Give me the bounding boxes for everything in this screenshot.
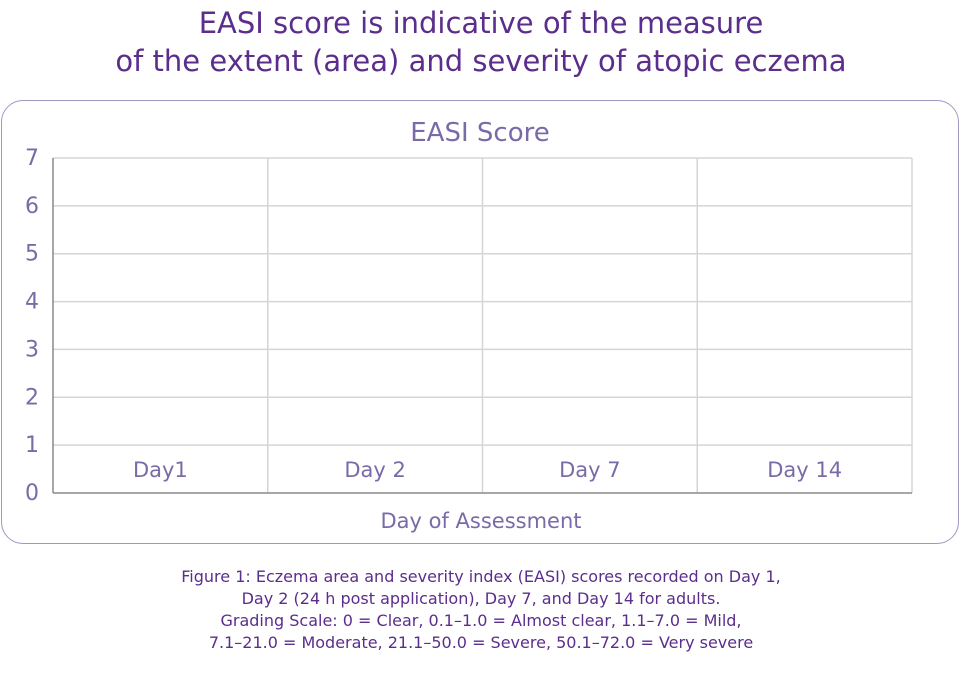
caption-line-4: 7.1–21.0 = Moderate, 21.1–50.0 = Severe,…	[208, 633, 754, 652]
x-tick-label: Day 2	[344, 458, 406, 482]
caption-line-1: Figure 1: Eczema area and severity index…	[181, 567, 781, 586]
x-tick-label: Day1	[133, 458, 188, 482]
y-tick-label: 3	[25, 337, 39, 362]
x-tick-label: Day 7	[559, 458, 621, 482]
grid-lines	[53, 157, 913, 493]
caption-line-2: Day 2 (24 h post application), Day 7, an…	[241, 589, 721, 608]
figure-caption: Figure 1: Eczema area and severity index…	[0, 566, 962, 654]
y-tick-label: 1	[25, 433, 39, 458]
headline-line-2: of the extent (area) and severity of ato…	[115, 44, 847, 78]
caption-line-3: Grading Scale: 0 = Clear, 0.1–1.0 = Almo…	[220, 611, 742, 630]
easi-chart: EASI Score 0 1 2 3 4 5 6 7 Day1 Day 2 Day 7 Day 14…	[25, 118, 913, 533]
chart-title: EASI Score	[410, 118, 549, 148]
y-tick-label: 7	[25, 146, 39, 171]
headline-line-1: EASI score is indicative of the measure	[198, 6, 764, 40]
chart-card	[1, 100, 959, 544]
x-tick-labels: Day1 Day 2 Day 7 Day 14	[133, 458, 842, 482]
axes	[52, 158, 912, 494]
x-axis-label: Day of Assessment	[380, 509, 581, 533]
y-tick-label: 2	[25, 385, 39, 410]
x-tick-label: Day 14	[767, 458, 842, 482]
y-tick-labels: 0 1 2 3 4 5 6 7	[25, 146, 39, 506]
y-tick-label: 6	[25, 194, 39, 219]
y-tick-label: 5	[25, 242, 39, 267]
headline: EASI score is indicative of the measure …	[0, 4, 962, 80]
y-tick-label: 0	[25, 481, 39, 506]
y-tick-label: 4	[25, 290, 39, 315]
